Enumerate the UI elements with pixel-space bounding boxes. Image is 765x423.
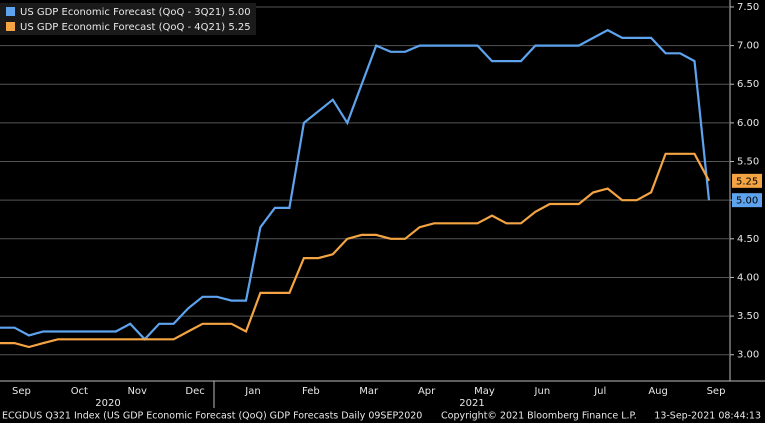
series-line	[0, 28, 711, 341]
y-tick-label: 5.50	[737, 157, 759, 168]
y-tick-label: 6.00	[737, 118, 759, 129]
footer-copyright: Copyright© 2021 Bloomberg Finance L.P.	[441, 411, 637, 422]
last-value-tag	[732, 193, 762, 208]
x-tick-label: Sep	[707, 386, 726, 397]
x-tick-label: Nov	[127, 386, 147, 397]
year-label: 2020	[95, 398, 120, 409]
x-tick-label: Mar	[359, 386, 379, 397]
last-value-label: 5.00	[736, 196, 758, 207]
last-value-label: 5.25	[736, 176, 758, 187]
legend-swatch	[6, 7, 15, 16]
series-line	[0, 152, 710, 349]
x-tick-label: Sep	[12, 386, 31, 397]
x-tick-label: Feb	[302, 386, 320, 397]
x-tick-label: Apr	[418, 386, 436, 397]
y-tick-label: 4.00	[737, 272, 759, 283]
year-label: 2021	[459, 398, 484, 409]
legend-swatch	[6, 22, 15, 31]
y-tick-label: 6.50	[737, 79, 759, 90]
footer-left: ECGDUS Q321 Index (US GDP Economic Forec…	[2, 411, 422, 422]
x-tick-label: Jun	[534, 386, 551, 397]
y-tick-label: 7.50	[737, 2, 759, 13]
footer-timestamp: 13-Sep-2021 08:44:13	[654, 411, 761, 422]
x-tick-label: Jul	[593, 386, 606, 397]
x-tick-label: Jan	[244, 386, 260, 397]
x-tick-label: Aug	[648, 386, 668, 397]
legend-label: US GDP Economic Forecast (QoQ - 3Q21) 5.…	[20, 7, 251, 18]
x-tick-label: Dec	[185, 386, 204, 397]
y-tick-label: 3.00	[737, 350, 759, 361]
y-tick-label: 7.00	[737, 41, 759, 52]
legend-label: US GDP Economic Forecast (QoQ - 4Q21) 5.…	[20, 22, 251, 33]
last-value-tag	[732, 173, 762, 188]
legend-box	[0, 3, 256, 35]
x-tick-label: Oct	[71, 386, 88, 397]
y-tick-label: 4.50	[737, 234, 759, 245]
y-tick-label: 3.50	[737, 311, 759, 322]
x-tick-label: May	[474, 386, 495, 397]
